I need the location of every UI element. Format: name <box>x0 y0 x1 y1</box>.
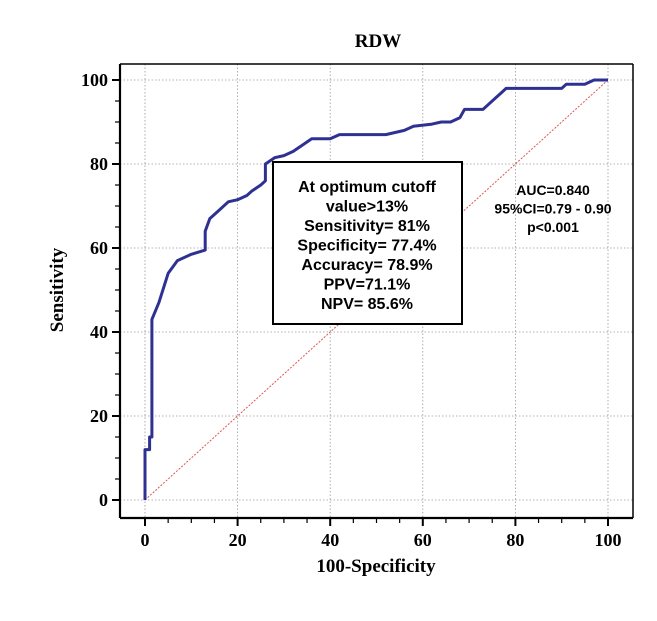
y-axis-ticks: 0 20 40 60 80 100 <box>81 70 120 510</box>
x-axis-label: 100-Specificity <box>316 556 436 577</box>
x-tick-label: 40 <box>321 530 339 550</box>
x-tick-label: 100 <box>595 530 622 550</box>
auc-statistics: AUC=0.840 95%CI=0.79 - 0.90 p<0.001 <box>494 182 611 235</box>
y-axis-label: Sensitivity <box>47 247 68 332</box>
y-tick-label: 0 <box>99 490 108 510</box>
box-annotation-line: Specificity= 77.4% <box>297 238 436 255</box>
box-annotation-line: value>13% <box>326 199 408 216</box>
x-tick-label: 0 <box>141 530 150 550</box>
stat-annotation-line: p<0.001 <box>527 219 579 235</box>
chart-title: RDW <box>355 31 401 52</box>
y-tick-label: 20 <box>90 406 108 426</box>
x-axis-ticks: 0 20 40 60 80 100 <box>141 518 622 550</box>
box-annotation-line: NPV= 85.6% <box>321 296 413 313</box>
box-annotation-line: At optimum cutoff <box>298 179 436 196</box>
box-annotation-line: Accuracy= 78.9% <box>301 257 432 274</box>
y-tick-label: 40 <box>90 322 108 342</box>
x-tick-label: 80 <box>506 530 524 550</box>
x-tick-label: 60 <box>414 530 432 550</box>
box-annotation-line: Sensitivity= 81% <box>304 218 430 235</box>
y-tick-label: 100 <box>81 70 108 90</box>
y-tick-label: 80 <box>90 154 108 174</box>
y-tick-label: 60 <box>90 238 108 258</box>
box-annotation-line: PPV=71.1% <box>324 277 411 294</box>
roc-curve-line <box>143 78 608 500</box>
stat-annotation-line: AUC=0.840 <box>516 182 590 198</box>
x-tick-label: 20 <box>229 530 247 550</box>
stat-annotation-line: 95%CI=0.79 - 0.90 <box>494 201 611 217</box>
optimum-cutoff-box-text: At optimum cutoff value>13% Sensitivity= 8… <box>297 179 436 313</box>
optimum-cutoff-box <box>272 161 463 325</box>
